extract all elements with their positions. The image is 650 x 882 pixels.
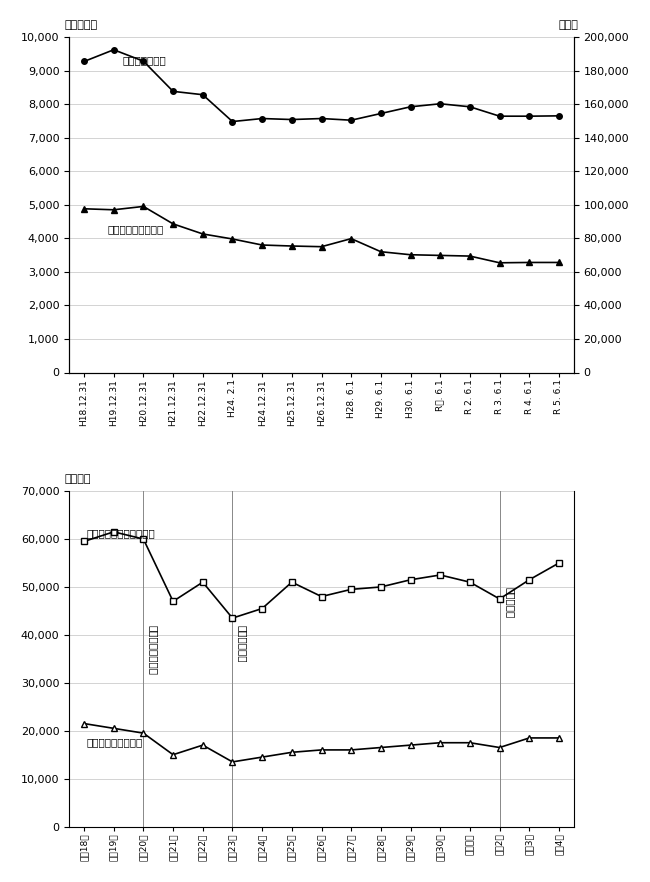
- Text: 事業所数（事業所）: 事業所数（事業所）: [108, 224, 164, 235]
- Text: 従業者数（人）: 従業者数（人）: [123, 56, 166, 65]
- Text: （億円）: （億円）: [64, 475, 90, 484]
- Text: 東日本大震災: 東日本大震災: [238, 625, 248, 662]
- Text: 新型コロナ: 新型コロナ: [505, 587, 515, 618]
- Text: リーマンショック: リーマンショック: [149, 625, 159, 676]
- Text: （人）: （人）: [559, 20, 579, 30]
- Text: 製造品出荷額等（億円）: 製造品出荷額等（億円）: [87, 528, 156, 539]
- Text: （事業所）: （事業所）: [64, 20, 98, 30]
- Text: 付加価値額（億円）: 付加価値額（億円）: [87, 737, 143, 747]
